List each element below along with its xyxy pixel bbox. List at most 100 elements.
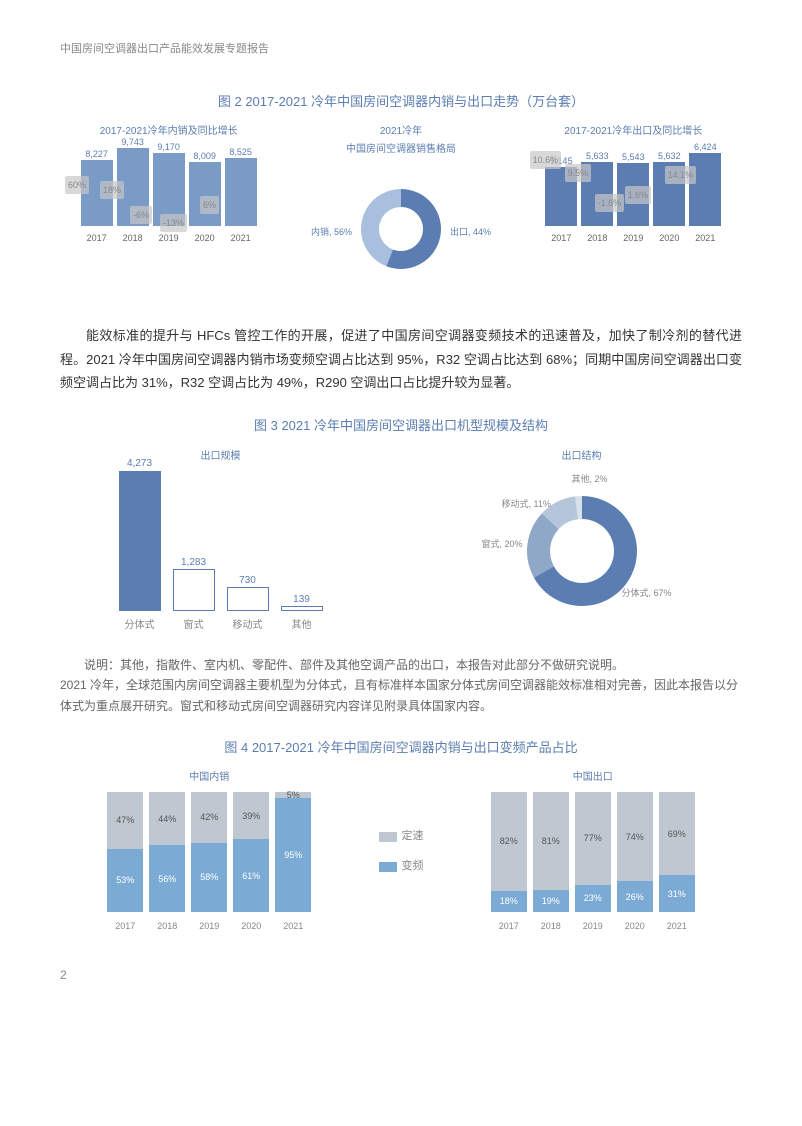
fig3-bar: 1,283 bbox=[173, 569, 215, 611]
note: 说明：其他，指散件、室内机、零配件、部件及其他空调产品的出口，本报告对此部分不做… bbox=[60, 655, 742, 716]
header-text: 中国房间空调器出口产品能效发展专题报告 bbox=[60, 40, 742, 60]
pct-label: 6% bbox=[200, 196, 219, 214]
axis-label: 2020 bbox=[617, 918, 653, 934]
stack-top: 74% bbox=[617, 792, 653, 881]
bar-value: 139 bbox=[293, 591, 310, 609]
stack-bot: 23% bbox=[575, 885, 611, 913]
axis-label: 2018 bbox=[117, 230, 149, 246]
axis-label: 2020 bbox=[233, 918, 269, 934]
pct-label: 9.5% bbox=[565, 164, 592, 182]
axis-label: 2020 bbox=[189, 230, 221, 246]
fig3-bar: 730 bbox=[227, 587, 269, 611]
stack-top: 39% bbox=[233, 792, 269, 839]
para1: 能效标准的提升与 HFCs 管控工作的开展，促进了中国房间空调器变频技术的迅速普… bbox=[60, 324, 742, 394]
fig3-right-sub: 出口结构 bbox=[421, 448, 742, 466]
page-number: 2 bbox=[60, 965, 742, 987]
axis-label: 2019 bbox=[575, 918, 611, 934]
axis-label: 2021 bbox=[689, 230, 721, 246]
bar-value: 9,743 bbox=[121, 134, 144, 150]
bar-value: 8,227 bbox=[85, 146, 108, 162]
fig4-left-sub: 中国内销 bbox=[60, 769, 359, 787]
bar-value: 5,633 bbox=[586, 148, 609, 164]
fig3-right: 出口结构 分体式, 67% 窗式, 20% 移动式, 11% 其他, 2% bbox=[421, 448, 742, 635]
axis-label: 2021 bbox=[225, 230, 257, 246]
fig3-left-sub: 出口规模 bbox=[60, 448, 381, 466]
fig3-container: 出口规模 4,2731,283730139分体式窗式移动式其他 出口结构 分体式… bbox=[60, 448, 742, 635]
stack-bar: 5% 95% bbox=[275, 792, 311, 912]
fig3-bar: 139 bbox=[281, 606, 323, 611]
bar: 6,424 bbox=[689, 153, 721, 226]
axis-label: 分体式 bbox=[119, 617, 161, 635]
stack-bot: 95% bbox=[275, 798, 311, 912]
donut-label: 窗式, 20% bbox=[482, 536, 523, 552]
legend-item: 变频 bbox=[379, 857, 424, 877]
legend-label: 变频 bbox=[402, 857, 424, 877]
bar: 8,009 bbox=[189, 162, 221, 226]
fig4-right: 中国出口 82% 18% 81% 19% 77% 23% 74% 26% 69%… bbox=[444, 769, 743, 934]
stack-bar: 74% 26% bbox=[617, 792, 653, 912]
pct-label: 18% bbox=[100, 181, 124, 199]
donut-label: 移动式, 11% bbox=[502, 496, 551, 512]
fig2-center-sub: 2021冷年 中国房间空调器销售格局 bbox=[292, 123, 509, 159]
donut-label: 分体式, 67% bbox=[621, 585, 671, 601]
stack-bar: 44% 56% bbox=[149, 792, 185, 912]
fig3-left: 出口规模 4,2731,283730139分体式窗式移动式其他 bbox=[60, 448, 381, 635]
axis-label: 2019 bbox=[617, 230, 649, 246]
stack-bar: 81% 19% bbox=[533, 792, 569, 912]
stack-bot: 18% bbox=[491, 891, 527, 913]
stack-top: 44% bbox=[149, 792, 185, 845]
stack-bar: 39% 61% bbox=[233, 792, 269, 912]
stack-bot: 31% bbox=[659, 875, 695, 912]
stack-bar: 47% 53% bbox=[107, 792, 143, 912]
stack-bar: 42% 58% bbox=[191, 792, 227, 912]
axis-label: 2018 bbox=[149, 918, 185, 934]
stack-top: 47% bbox=[107, 792, 143, 848]
fig4-title: 图 4 2017-2021 冷年中国房间空调器内销与出口变频产品占比 bbox=[60, 736, 742, 759]
legend-label: 定速 bbox=[402, 827, 424, 847]
stack-bot: 53% bbox=[107, 849, 143, 913]
axis-label: 2019 bbox=[191, 918, 227, 934]
stack-bar: 82% 18% bbox=[491, 792, 527, 912]
axis-label: 2021 bbox=[275, 918, 311, 934]
bar-value: 8,009 bbox=[193, 148, 216, 164]
axis-label: 2017 bbox=[491, 918, 527, 934]
stack-top: 81% bbox=[533, 792, 569, 889]
stack-bot: 61% bbox=[233, 839, 269, 912]
donut-label: 其他, 2% bbox=[572, 471, 608, 487]
bar-value: 730 bbox=[239, 572, 256, 590]
bar-value: 5,543 bbox=[622, 149, 645, 165]
fig2-center: 2021冷年 中国房间空调器销售格局 内销, 56% 出口, 44% bbox=[292, 123, 509, 299]
axis-label: 窗式 bbox=[173, 617, 215, 635]
axis-label: 2018 bbox=[533, 918, 569, 934]
pct-label: -13% bbox=[160, 214, 187, 232]
pct-label: 60% bbox=[65, 176, 89, 194]
axis-label: 2019 bbox=[153, 230, 185, 246]
bar-value: 4,273 bbox=[127, 455, 152, 473]
axis-label: 2021 bbox=[659, 918, 695, 934]
legend-swatch bbox=[379, 832, 397, 842]
stack-bot: 19% bbox=[533, 890, 569, 913]
fig3-bar: 4,273 bbox=[119, 471, 161, 611]
bar-value: 5,632 bbox=[658, 148, 681, 164]
pct-label: -6% bbox=[130, 206, 152, 224]
fig3-title: 图 3 2021 冷年中国房间空调器出口机型规模及结构 bbox=[60, 414, 742, 437]
axis-label: 2017 bbox=[545, 230, 577, 246]
bar-value: 1,283 bbox=[181, 554, 206, 572]
stack-top: 82% bbox=[491, 792, 527, 890]
bar-value: 8,525 bbox=[229, 144, 252, 160]
stack-bot: 58% bbox=[191, 843, 227, 913]
stack-bot: 56% bbox=[149, 845, 185, 912]
pct-label: 1.6% bbox=[625, 186, 652, 204]
fig2-container: 2017-2021冷年内销及同比增长 8,2279,7439,1708,0098… bbox=[60, 123, 742, 299]
stack-bar: 69% 31% bbox=[659, 792, 695, 912]
stack-top: 42% bbox=[191, 792, 227, 842]
pct-label: 14.1% bbox=[665, 166, 697, 184]
fig2-right: 2017-2021冷年出口及同比增长 5,1455,6335,5435,6326… bbox=[525, 123, 742, 299]
axis-label: 其他 bbox=[281, 617, 323, 635]
fig2-title: 图 2 2017-2021 冷年中国房间空调器内销与出口走势（万台套） bbox=[60, 90, 742, 113]
stack-bot: 26% bbox=[617, 881, 653, 912]
fig2-left: 2017-2021冷年内销及同比增长 8,2279,7439,1708,0098… bbox=[60, 123, 277, 299]
legend-item: 定速 bbox=[379, 827, 424, 847]
fig4-left: 中国内销 47% 53% 44% 56% 42% 58% 39% 61% 5% … bbox=[60, 769, 359, 934]
axis-label: 2017 bbox=[81, 230, 113, 246]
